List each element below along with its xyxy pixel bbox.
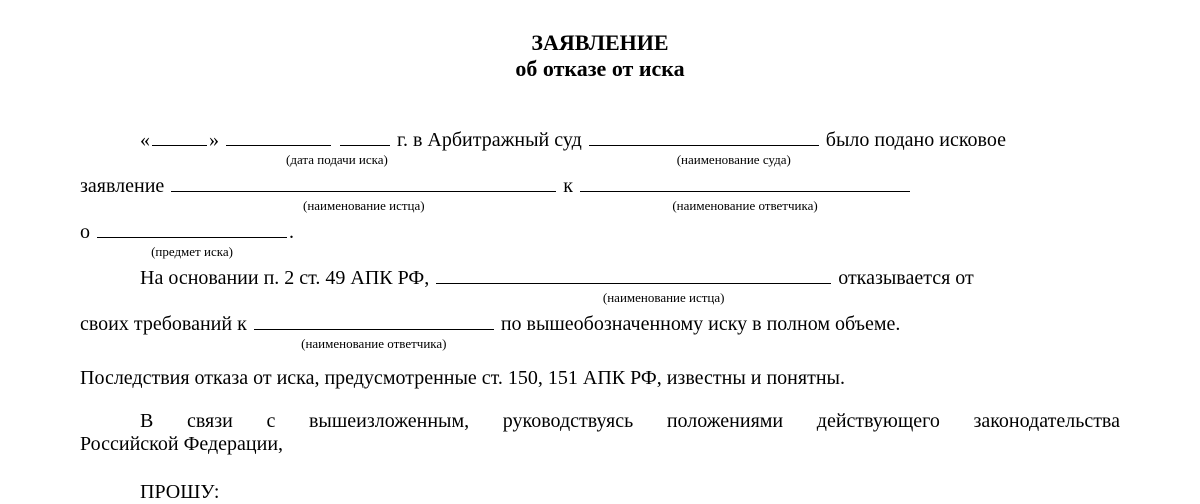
text-k: к <box>563 175 573 197</box>
line-1: « » (дата подачи иска) г. в Арбитражный с… <box>80 117 1120 163</box>
document-subtitle: об отказе от иска <box>80 56 1120 82</box>
hint-plaintiff-1: (наименование истца) <box>171 191 556 221</box>
proshu-heading: ПРОШУ: <box>80 481 1120 504</box>
blank-year[interactable] <box>340 145 390 146</box>
blank-plaintiff-2[interactable]: (наименование истца) <box>436 283 831 284</box>
hint-defendant-2: (наименование ответчика) <box>254 329 494 359</box>
hint-subject: (предмет иска) <box>97 237 287 267</box>
blank-subject[interactable]: (предмет иска) <box>97 237 287 238</box>
blank-day[interactable] <box>152 145 207 146</box>
text-pre-3: о <box>80 221 90 243</box>
hint-defendant-1: (наименование ответчика) <box>580 191 910 221</box>
text-pre-5: своих требований к <box>80 313 247 335</box>
text-tail-1: было подано исковое <box>826 129 1006 151</box>
blank-defendant-2[interactable]: (наименование ответчика) <box>254 329 494 330</box>
text-pre-4: На основании п. 2 ст. 49 АПК РФ, <box>140 267 429 289</box>
hint-date: (дата подачи иска) <box>226 145 331 175</box>
quote-close: » <box>209 129 219 151</box>
text-tail-4: отказывается от <box>838 267 974 289</box>
text-dot: . <box>289 221 294 243</box>
blank-court[interactable]: (наименование суда) <box>589 145 819 146</box>
blank-plaintiff-1[interactable]: (наименование истца) <box>171 191 556 192</box>
blank-defendant-1[interactable]: (наименование ответчика) <box>580 191 910 192</box>
text-pre-2: заявление <box>80 175 164 197</box>
document-title: ЗАЯВЛЕНИЕ <box>80 30 1120 56</box>
hint-plaintiff-2: (наименование истца) <box>436 283 831 313</box>
text-year-suffix: г. в Арбитражный суд <box>397 129 582 151</box>
hint-court: (наименование суда) <box>589 145 819 175</box>
text-tail-5: по вышеобозначенному иску в полном объем… <box>501 313 901 335</box>
blank-month[interactable]: (дата подачи иска) <box>226 145 331 146</box>
paragraph-conclusion-l2: Российской Федерации, <box>80 433 1120 456</box>
paragraph-conclusion-l1: В связи с вышеизложенным, руководствуясь… <box>80 410 1120 433</box>
paragraph-consequences: Последствия отказа от иска, предусмотрен… <box>80 367 1120 390</box>
quote-open: « <box>140 129 150 151</box>
